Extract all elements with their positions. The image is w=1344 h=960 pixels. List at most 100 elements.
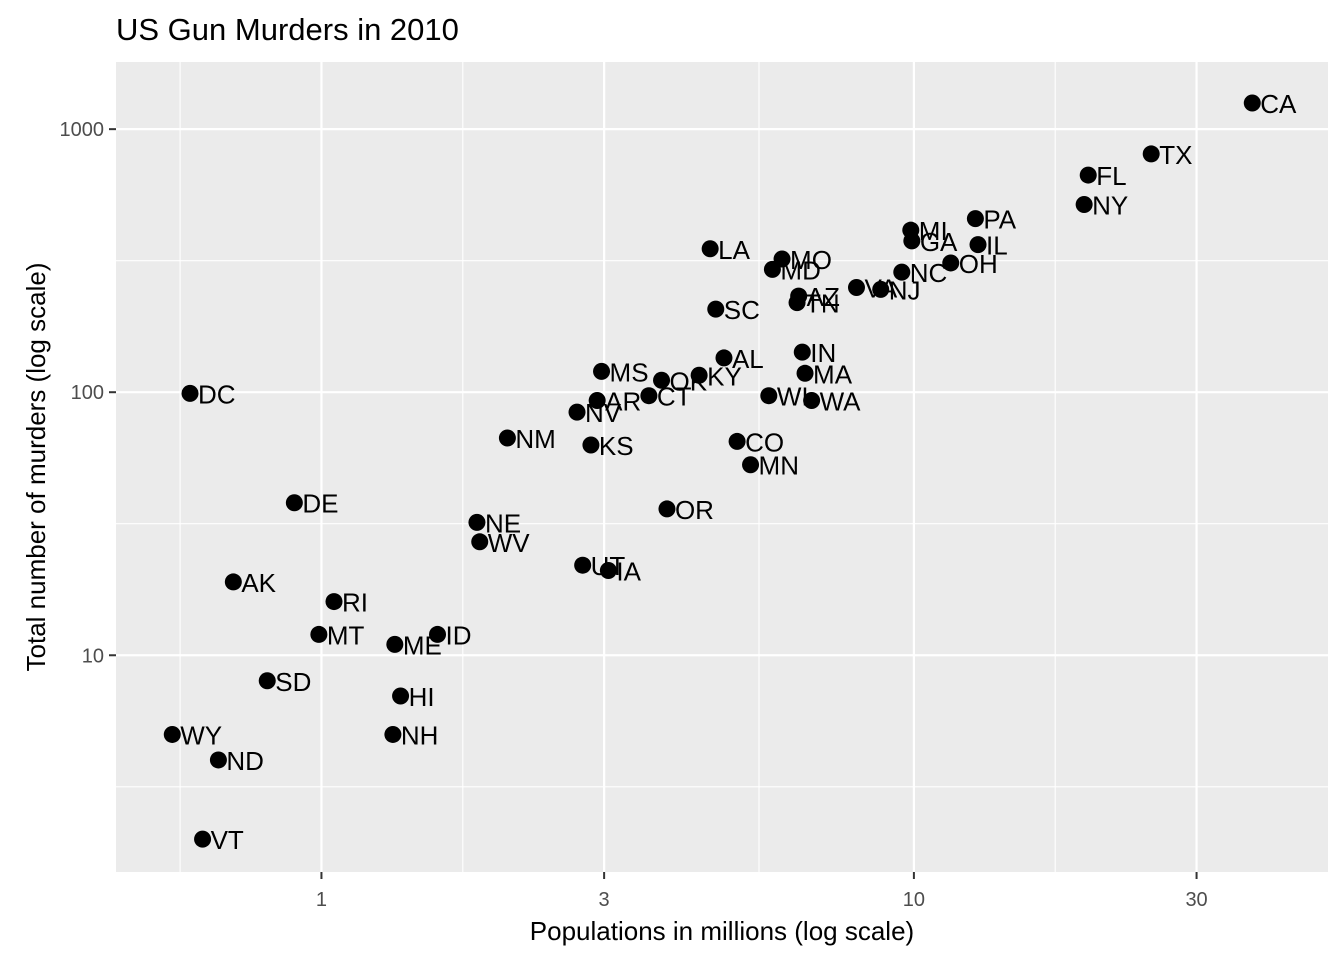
data-point [384,725,402,743]
plot-panel [116,62,1328,872]
point-label: MO [790,245,832,275]
data-point [796,364,814,382]
major-gridlines [116,62,1328,872]
data-point [872,280,890,298]
data-point [310,625,328,643]
data-point [194,830,212,848]
point-label: ID [446,620,472,650]
point-label: AL [732,344,764,374]
data-point [658,500,676,518]
data-point [803,391,821,409]
point-label: TN [805,289,840,319]
data-point [942,254,960,272]
point-label: IA [616,557,641,587]
data-point [181,384,199,402]
point-label: NV [585,398,622,428]
data-point [593,362,611,380]
data-point [1243,94,1261,112]
point-label: LA [718,235,750,265]
data-point [1075,196,1093,214]
point-label: AK [241,568,276,598]
point-label: KS [599,431,634,461]
point-label: NH [401,720,439,750]
data-point [763,260,781,278]
point-label: MT [327,620,365,650]
point-label: OH [959,249,998,279]
data-point [969,236,987,254]
x-tick-label: 1 [316,889,327,911]
y-axis-title: Total number of murders (log scale) [21,263,51,672]
point-label: TX [1159,140,1192,170]
data-point [568,403,586,421]
data-point [893,263,911,281]
data-point [588,391,606,409]
data-point [715,349,733,367]
data-point [847,279,865,297]
data-point [224,573,242,591]
data-point [653,371,671,389]
data-point [285,494,303,512]
point-label: HI [409,682,435,712]
point-label: FL [1096,161,1126,191]
point-label: MN [759,451,799,481]
data-point [325,593,343,611]
y-tick-label: 100 [71,382,104,404]
data-point [258,672,276,690]
point-label: NY [1092,191,1128,221]
point-label: NC [910,258,948,288]
point-label: NJ [889,275,921,305]
x-tick-label: 30 [1185,889,1207,911]
data-point [640,387,658,405]
data-point [392,687,410,705]
point-label: WY [180,720,222,750]
data-point [1079,166,1097,184]
y-tick-label: 1000 [60,119,105,141]
data-point [742,456,760,474]
y-tick-label: 10 [82,645,104,667]
data-point [966,210,984,228]
point-label: DE [302,489,338,519]
y-axis: 10 100 1000 [60,119,116,667]
data-point [209,751,227,769]
data-point [468,513,486,531]
data-point [582,436,600,454]
point-label: AZ [807,282,840,312]
data-point [707,300,725,318]
point-label: KY [707,361,742,391]
data-points [163,94,1261,848]
minor-gridlines [116,62,1328,872]
point-label: OK [670,366,708,396]
data-point [1142,145,1160,163]
chart-title: US Gun Murders in 2010 [116,12,459,47]
data-point [788,294,806,312]
point-label: UT [591,551,626,581]
point-label: IN [810,338,836,368]
point-label: PA [983,205,1016,235]
data-point [793,343,811,361]
point-label: CA [1260,89,1297,119]
point-label: OR [675,495,714,525]
point-label: ME [403,630,442,660]
point-label: SC [724,295,760,325]
point-label: MD [780,255,820,285]
x-axis: 1 3 10 30 [316,872,1208,911]
data-point [903,232,921,250]
point-label: MA [813,359,853,389]
point-label: WA [820,386,862,416]
data-point [760,387,778,405]
point-label: VA [864,274,897,304]
data-point [599,562,617,580]
x-tick-label: 10 [903,889,925,911]
point-label: RI [342,588,368,618]
point-label: MI [919,216,948,246]
point-label: IL [986,231,1008,261]
point-label: CO [745,427,784,457]
data-point [471,533,489,551]
data-point [498,429,516,447]
x-axis-title: Populations in millions (log scale) [530,916,914,946]
data-point [701,240,719,258]
point-label: WV [488,528,531,558]
data-point [386,635,404,653]
